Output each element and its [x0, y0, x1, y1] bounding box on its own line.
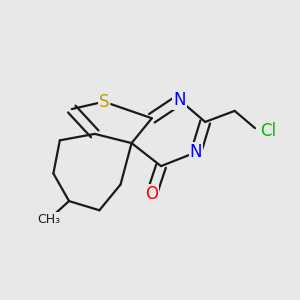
Text: N: N	[190, 143, 202, 161]
Text: CH₃: CH₃	[37, 213, 60, 226]
Text: Cl: Cl	[260, 122, 277, 140]
Text: N: N	[173, 91, 186, 109]
Text: O: O	[145, 185, 158, 203]
Text: S: S	[99, 93, 109, 111]
